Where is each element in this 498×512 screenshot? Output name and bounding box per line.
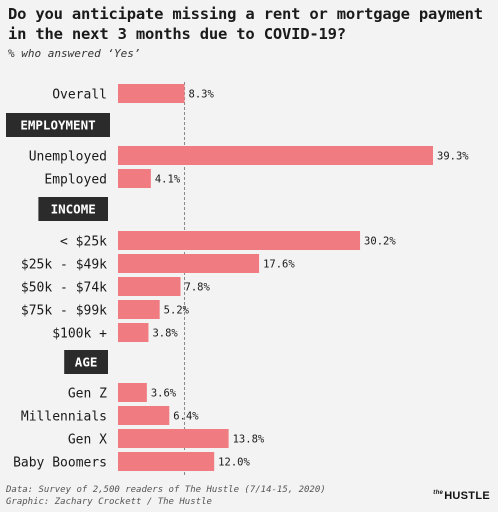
value-label-gen-z: 3.6%: [151, 388, 177, 400]
bar-100k: [118, 323, 149, 342]
category-label-gen-x: Gen X: [68, 433, 107, 448]
category-label-overall: Overall: [52, 88, 107, 103]
bar-50k-74k: [118, 277, 181, 296]
bar-25k: [118, 231, 361, 250]
chart-footer: Data: Survey of 2,500 readers of The Hus…: [6, 484, 326, 508]
value-label-75k-99k: 5.2%: [164, 305, 190, 317]
hustle-logo: theHUSTLE: [433, 490, 490, 502]
section-heading-bg-income: [38, 197, 108, 221]
value-label-25k: 30.2%: [364, 236, 396, 248]
chart-subtitle: % who answered ‘Yes’: [8, 47, 141, 60]
value-label-unemployed: 39.3%: [437, 151, 469, 163]
category-label-50k-74k: $50k - $74k: [21, 281, 107, 296]
category-label-unemployed: Unemployed: [29, 150, 107, 165]
category-label-gen-z: Gen Z: [68, 387, 107, 402]
value-label-100k: 3.8%: [152, 328, 178, 340]
category-label-25k: < $25k: [60, 235, 107, 250]
category-label-25k-49k: $25k - $49k: [21, 258, 107, 273]
value-label-overall: 8.3%: [189, 89, 215, 101]
value-label-baby-boomers: 12.0%: [218, 457, 250, 469]
section-heading-employment: EMPLOYMENT: [20, 118, 95, 133]
bar-25k-49k: [118, 254, 260, 273]
bar-unemployed: [118, 146, 433, 165]
section-heading-bg-employment: [6, 113, 110, 137]
value-label-millennials: 6.4%: [173, 411, 199, 423]
bar-gen-x: [118, 429, 229, 448]
bar-baby-boomers: [118, 452, 215, 471]
source-note: Data: Survey of 2,500 readers of The Hus…: [6, 485, 326, 495]
value-label-gen-x: 13.8%: [233, 434, 265, 446]
value-label-25k-49k: 17.6%: [263, 259, 295, 271]
category-label-100k: $100k +: [52, 327, 107, 342]
category-label-employed: Employed: [44, 173, 107, 188]
section-heading-age: AGE: [75, 355, 98, 370]
chart-title: Do you anticipate missing a rent or mort…: [8, 5, 483, 43]
bar-gen-z: [118, 383, 147, 402]
bar-overall: [118, 84, 185, 103]
section-heading-bg-age: [64, 350, 108, 374]
bar-75k-99k: [118, 300, 160, 319]
category-label-75k-99k: $75k - $99k: [21, 304, 107, 319]
bar-chart: Overall 8.3% EMPLOYMENT Unemployed 39.3% Empl…: [6, 82, 469, 475]
category-label-baby-boomers: Baby Boomers: [13, 456, 107, 471]
value-label-employed: 4.1%: [155, 174, 181, 186]
bar-millennials: [118, 406, 170, 425]
graphic-credit: Graphic: Zachary Crockett / The Hustle: [6, 497, 212, 507]
value-label-50k-74k: 7.8%: [185, 282, 211, 294]
section-heading-income: INCOME: [51, 202, 96, 217]
category-label-millennials: Millennials: [21, 410, 107, 425]
bar-employed: [118, 169, 151, 188]
